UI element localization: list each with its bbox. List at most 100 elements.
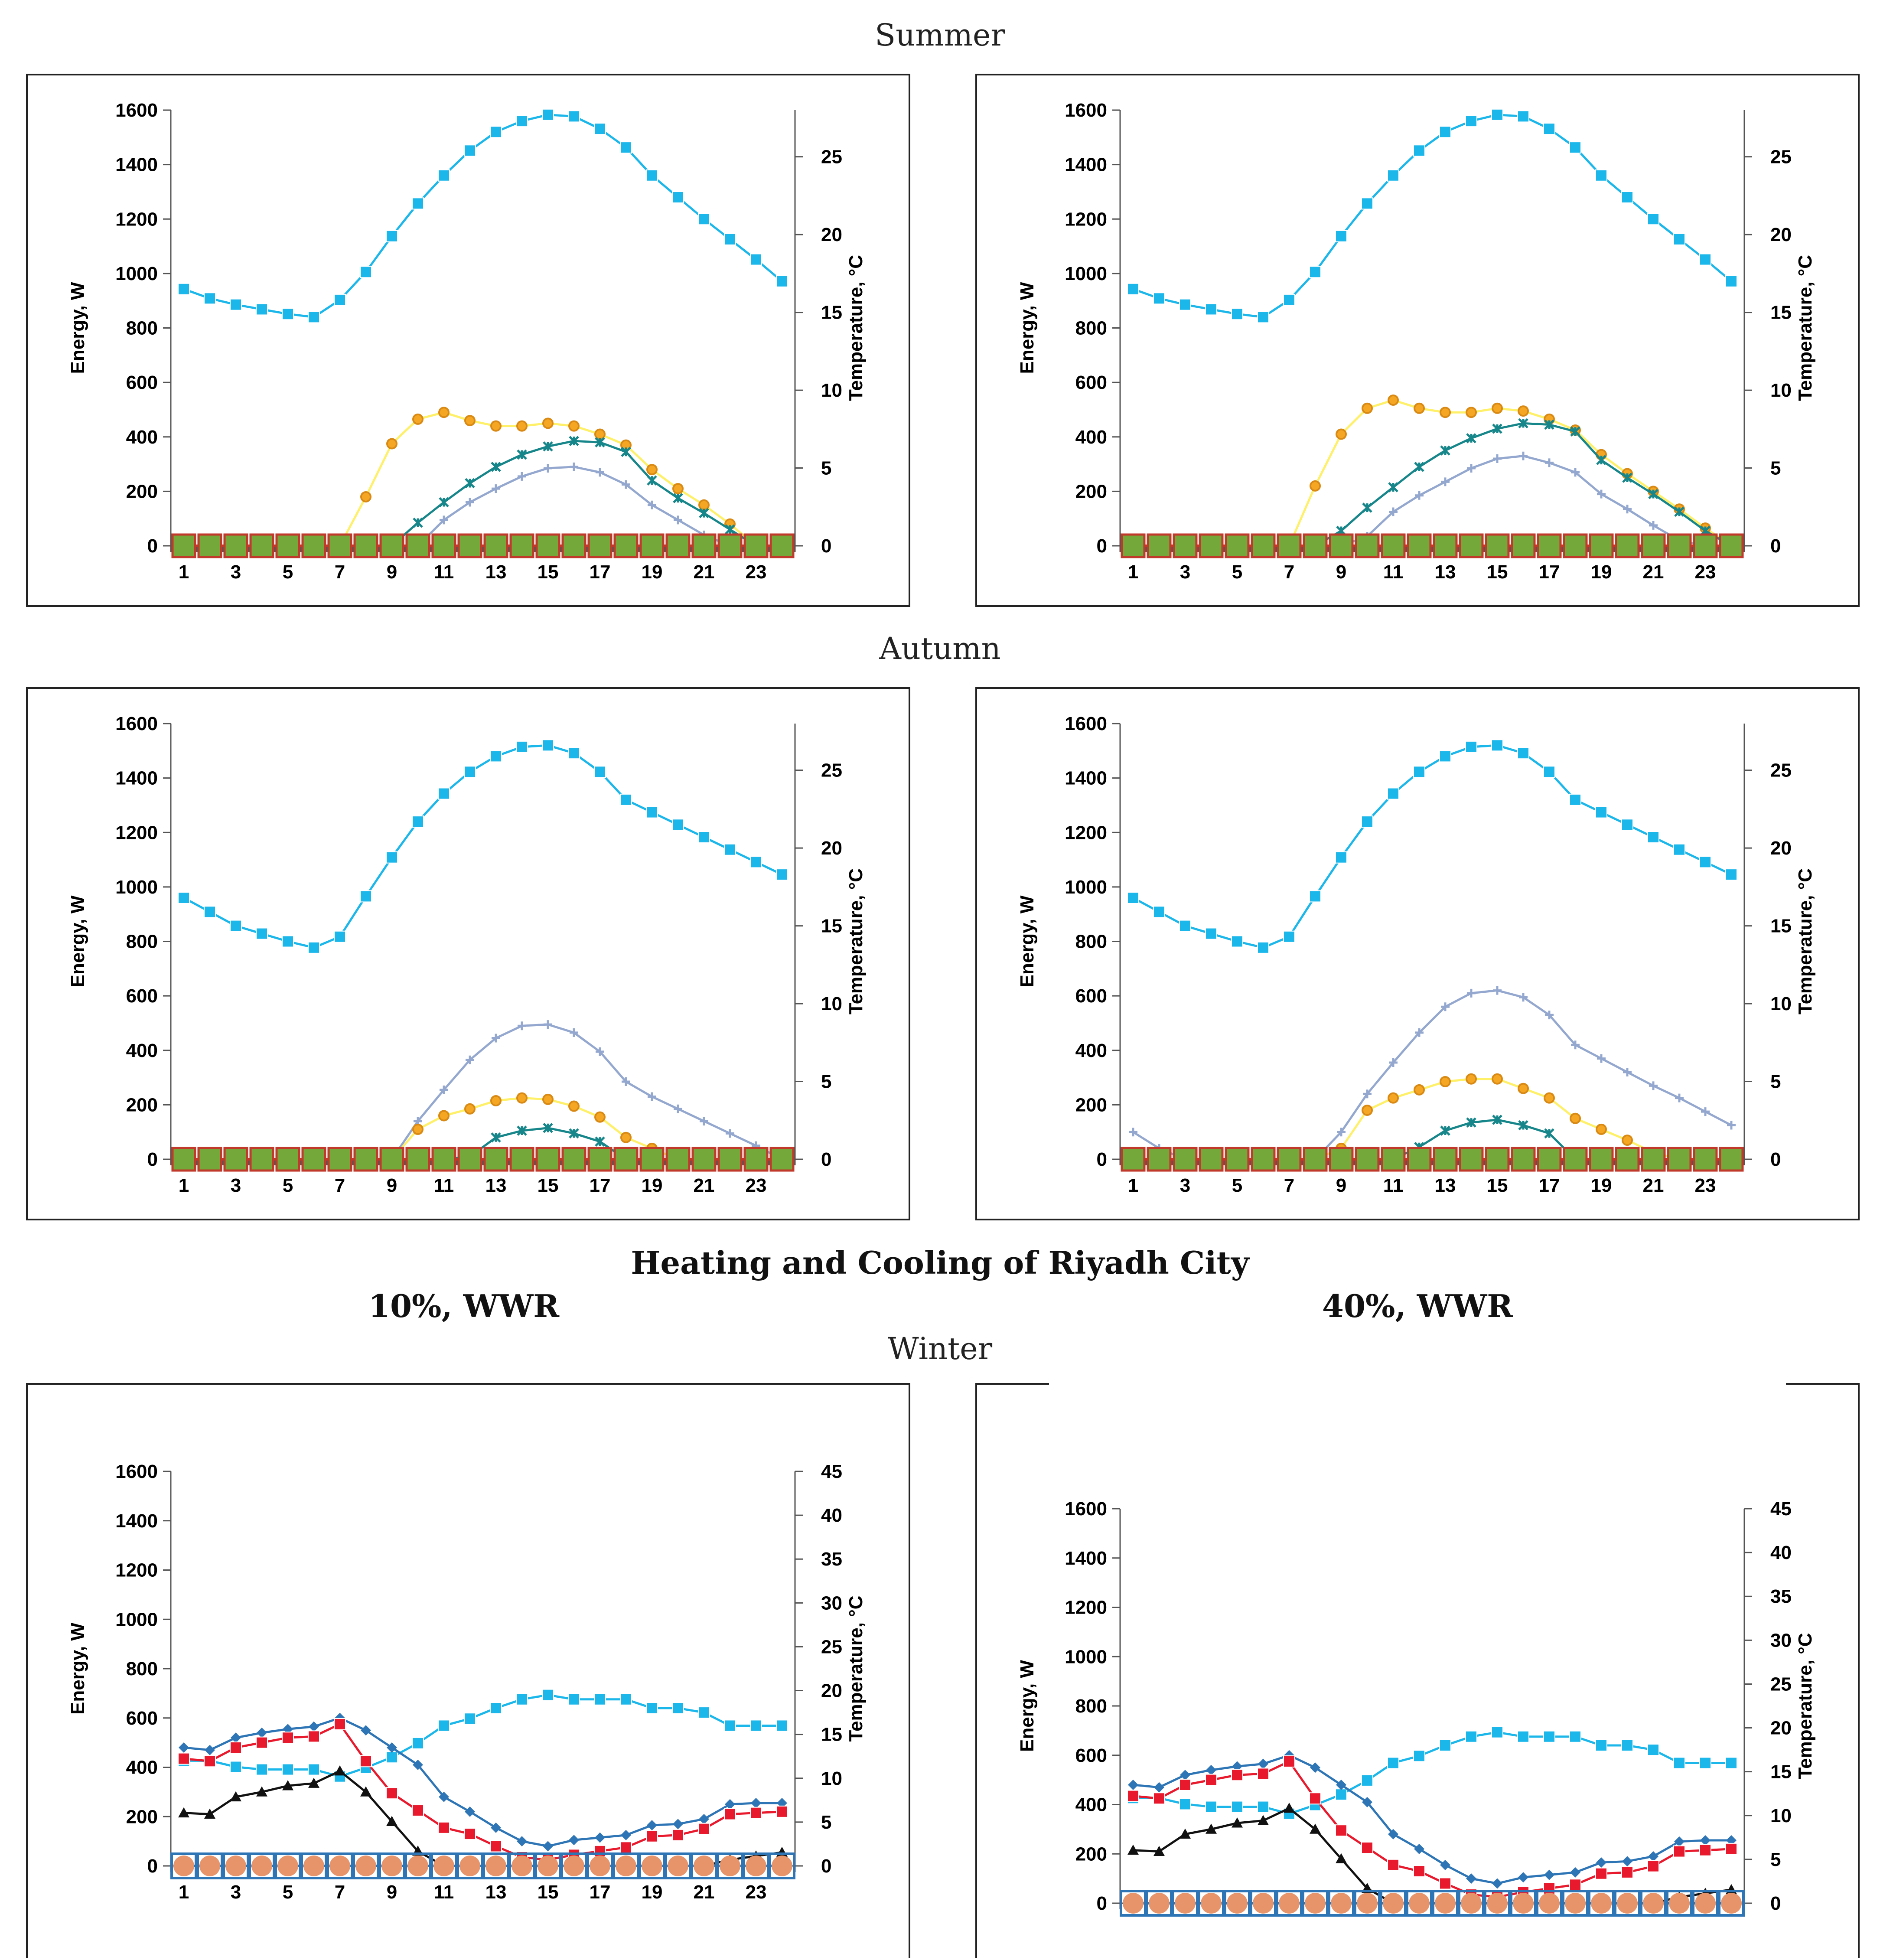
data-point	[1336, 428, 1347, 440]
data-point	[170, 1852, 197, 1879]
x-tick-label: 5	[1232, 1175, 1242, 1196]
data-point-frame	[534, 1852, 561, 1879]
y2-axis-label: Temperature, °C	[845, 255, 867, 401]
data-point	[516, 1092, 528, 1104]
data-point	[1335, 851, 1347, 864]
data-point-frame	[639, 1852, 665, 1879]
data-point-dot	[1123, 1893, 1144, 1914]
data-point-dot	[1175, 1893, 1196, 1914]
y-tick-label: 1400	[1065, 154, 1107, 176]
data-point	[223, 1147, 248, 1172]
data-point-frame	[1328, 1890, 1355, 1917]
wwr-40-label: 40%, WWR	[1322, 1288, 1513, 1324]
data-point	[205, 1745, 215, 1755]
data-point-frame	[352, 1852, 379, 1879]
data-point	[1440, 1859, 1450, 1870]
data-point	[1493, 986, 1502, 995]
y-tick-label: 400	[1075, 1794, 1107, 1816]
chart-summer-10-svg: 0200400600800100012001400160005101520251…	[67, 100, 867, 583]
series-line	[1133, 1760, 1732, 1898]
data-point-frame	[1614, 1890, 1641, 1917]
x-tick-label: 17	[590, 1882, 611, 1903]
y-tick-label: 800	[1075, 931, 1107, 952]
data-point	[308, 1730, 320, 1743]
data-point	[621, 1830, 631, 1840]
x-tick-label: 7	[335, 1882, 345, 1903]
data-point	[568, 110, 580, 123]
data-point	[1595, 169, 1607, 182]
x-tick-label: 23	[746, 561, 767, 583]
data-point-frame	[404, 1852, 431, 1879]
data-point	[725, 524, 735, 535]
data-point	[595, 437, 605, 448]
data-point	[1465, 1730, 1477, 1743]
data-point	[647, 475, 657, 486]
data-point	[334, 1718, 346, 1730]
data-point	[1458, 1890, 1485, 1917]
data-point	[1699, 253, 1711, 266]
y-axis-label: Energy, W	[67, 1623, 88, 1715]
data-point-dot	[407, 1856, 428, 1876]
y-tick-label: 400	[126, 427, 158, 448]
data-point-dot	[1305, 1893, 1326, 1914]
data-point-frame	[1354, 1890, 1381, 1917]
data-point	[440, 1085, 448, 1094]
data-point	[1180, 1770, 1190, 1781]
data-point	[1336, 1853, 1347, 1864]
data-point-dot	[590, 1856, 610, 1876]
data-point	[1641, 533, 1666, 558]
data-point-dot	[668, 1856, 688, 1876]
x-tick-label: 1	[1128, 1175, 1138, 1196]
data-point	[386, 851, 398, 864]
data-point	[1519, 451, 1528, 460]
y-tick-label: 1200	[115, 822, 158, 843]
data-point-dot	[1435, 1893, 1456, 1914]
y2-axis-label: Temperature, °C	[1795, 1633, 1816, 1779]
data-point	[1413, 1865, 1425, 1878]
data-point-frame	[1536, 1890, 1563, 1917]
data-point	[1206, 1823, 1217, 1834]
y2-tick-label: 10	[821, 1768, 842, 1789]
data-point-dot	[251, 1856, 272, 1876]
data-point	[776, 1805, 788, 1818]
data-point	[1595, 1739, 1607, 1751]
y2-tick-label: 15	[821, 1724, 842, 1745]
chart-autumn-40-svg: 0200400600800100012001400160005101520251…	[1017, 713, 1816, 1196]
x-tick-label: 13	[485, 561, 507, 583]
x-tick-label: 11	[434, 561, 454, 583]
y-tick-label: 1200	[115, 209, 158, 230]
series-line	[1133, 1754, 1731, 1885]
data-point	[743, 533, 769, 558]
data-point-dot	[564, 1856, 584, 1876]
data-point	[1258, 1815, 1269, 1825]
data-point	[1543, 1730, 1555, 1743]
data-point-dot	[616, 1856, 636, 1876]
data-point-dot	[1669, 1893, 1690, 1914]
data-point	[196, 1852, 223, 1879]
x-tick-label: 19	[642, 561, 663, 583]
data-point	[648, 500, 656, 509]
winter-40-top-border-left	[975, 1383, 1049, 1385]
x-tick-label: 21	[694, 561, 715, 583]
data-point	[387, 1742, 397, 1753]
data-point	[231, 1732, 241, 1743]
data-point	[1439, 750, 1451, 763]
winter-40-top-border-right	[1786, 1383, 1860, 1385]
y2-tick-label: 45	[1770, 1498, 1792, 1520]
data-point	[1570, 1867, 1580, 1878]
series-lavender-load	[1129, 986, 1736, 1161]
series-red-load	[1127, 1755, 1737, 1903]
data-point	[490, 1840, 502, 1852]
data-point	[1257, 1768, 1269, 1780]
data-point	[1485, 1147, 1510, 1172]
data-point-frame	[1146, 1890, 1173, 1917]
data-point	[171, 533, 196, 558]
data-point	[1361, 197, 1373, 210]
data-point	[776, 1846, 788, 1857]
y-tick-label: 1200	[1065, 1597, 1107, 1618]
y-tick-label: 200	[126, 481, 158, 502]
data-point	[360, 491, 371, 502]
x-tick-label: 9	[1336, 561, 1346, 583]
x-tick-label: 15	[538, 561, 559, 583]
data-point-frame	[613, 1852, 639, 1879]
